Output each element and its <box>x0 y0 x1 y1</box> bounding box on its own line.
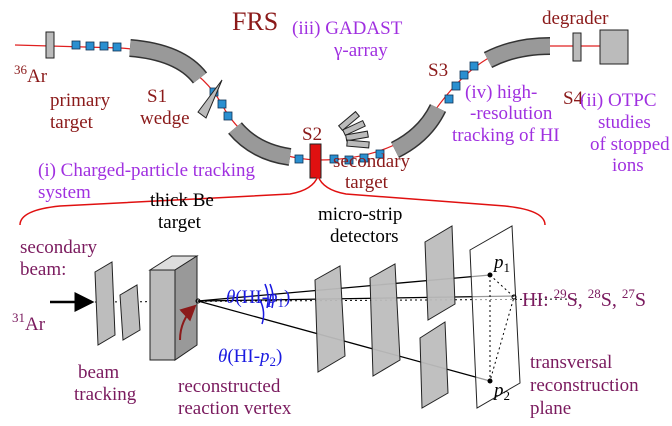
text-line: reconstruction <box>530 375 639 396</box>
text-line: tracking <box>74 384 137 405</box>
text-line: p <box>492 252 504 273</box>
text-line: studies <box>598 112 651 133</box>
text-line: θ <box>226 287 235 308</box>
setup <box>50 225 581 409</box>
plane: transversal reconstruction plane <box>530 352 639 419</box>
text-line: 28 <box>588 286 601 301</box>
text-line: reaction vertex <box>178 398 292 419</box>
s1: S1 <box>147 86 167 107</box>
text-line: secondary <box>333 151 411 172</box>
text-line: HI: <box>522 289 554 311</box>
beam-tracking: beam tracking <box>74 362 137 405</box>
text-line: 27 <box>622 286 636 301</box>
text-line: micro-strip <box>318 204 402 225</box>
text-line: 31 <box>12 310 25 325</box>
tracking-system: (i) Charged-particle tracking system <box>38 160 255 203</box>
text-line: θ <box>218 346 227 367</box>
text-line: S, <box>601 289 622 311</box>
s3: S3 <box>428 60 448 81</box>
text-line: Ar <box>25 314 46 335</box>
s4: S4 <box>563 88 584 109</box>
otpc: (ii) OTPC studies of stopped ions <box>580 90 670 176</box>
text-line: thick Be <box>150 190 214 211</box>
vertex: reconstructed reaction vertex <box>178 376 292 419</box>
gadast: (iii) GADAST γ-array <box>292 18 403 61</box>
s2: S2 <box>302 124 322 145</box>
text-line: 1 <box>504 260 511 275</box>
text-line: target <box>345 172 389 193</box>
text-line: p <box>266 287 278 308</box>
title: FRS <box>232 7 278 36</box>
text-line: system <box>38 182 91 203</box>
text-line: ions <box>612 155 644 176</box>
incoming-beam: 31Ar <box>12 310 46 335</box>
text-line: beam: <box>20 259 66 280</box>
text-line: (iii) GADAST <box>292 18 403 39</box>
text-line: plane <box>530 398 571 419</box>
text-line: (HI- <box>227 346 260 367</box>
be-target: thick Be target <box>150 190 214 233</box>
secondary-target: secondary target <box>333 151 411 193</box>
text-line: tracking of HI <box>452 125 560 146</box>
text-line: transversal <box>530 352 612 373</box>
theta-p2: θ(HI-p2) <box>218 346 282 369</box>
primary-beam: 36Ar <box>14 62 48 87</box>
wedge: wedge <box>140 108 190 129</box>
text-line: (HI- <box>235 287 268 308</box>
text-line: ) <box>284 287 290 308</box>
text-line: of stopped <box>590 134 670 155</box>
detectors: micro-strip detectors <box>318 204 402 247</box>
secondary-beam: secondary beam: <box>20 237 98 280</box>
text-line: beam <box>78 362 119 383</box>
text-line: 2 <box>270 354 277 369</box>
text-line: 2 <box>504 388 511 403</box>
text-line: (ii) OTPC <box>580 90 657 111</box>
text-line: detectors <box>330 226 399 247</box>
text-line: 29 <box>554 286 567 301</box>
text-line: 1 <box>278 295 285 310</box>
text-line: S, <box>567 289 588 311</box>
text-line: (iv) high- <box>465 82 537 103</box>
text-line: S <box>635 289 646 311</box>
heavy-ions: HI: 29S, 28S, 27S <box>522 286 646 311</box>
text-line: Ar <box>27 66 48 87</box>
p1: p1 <box>492 252 510 275</box>
p2: p2 <box>492 380 510 403</box>
text-line: primary <box>50 90 111 111</box>
beamline <box>14 29 629 226</box>
text-line: (i) Charged-particle tracking <box>38 160 255 181</box>
text-line: reconstructed <box>178 376 281 397</box>
primary-target: primary target <box>50 90 111 133</box>
high-resolution: (iv) high--resolution tracking of HI <box>452 82 560 146</box>
theta-p1: θ(HI-p1) <box>226 287 290 310</box>
text-line: secondary <box>20 237 98 258</box>
text-line: p <box>258 346 270 367</box>
degrader: degrader <box>542 8 609 29</box>
text-line: target <box>50 112 94 133</box>
text-line: p <box>492 380 504 401</box>
text-line: 36 <box>14 62 28 77</box>
text-line: -resolution <box>470 103 553 124</box>
text-line: ) <box>276 346 282 367</box>
text-line: γ-array <box>333 40 388 61</box>
text-line: target <box>158 212 202 233</box>
